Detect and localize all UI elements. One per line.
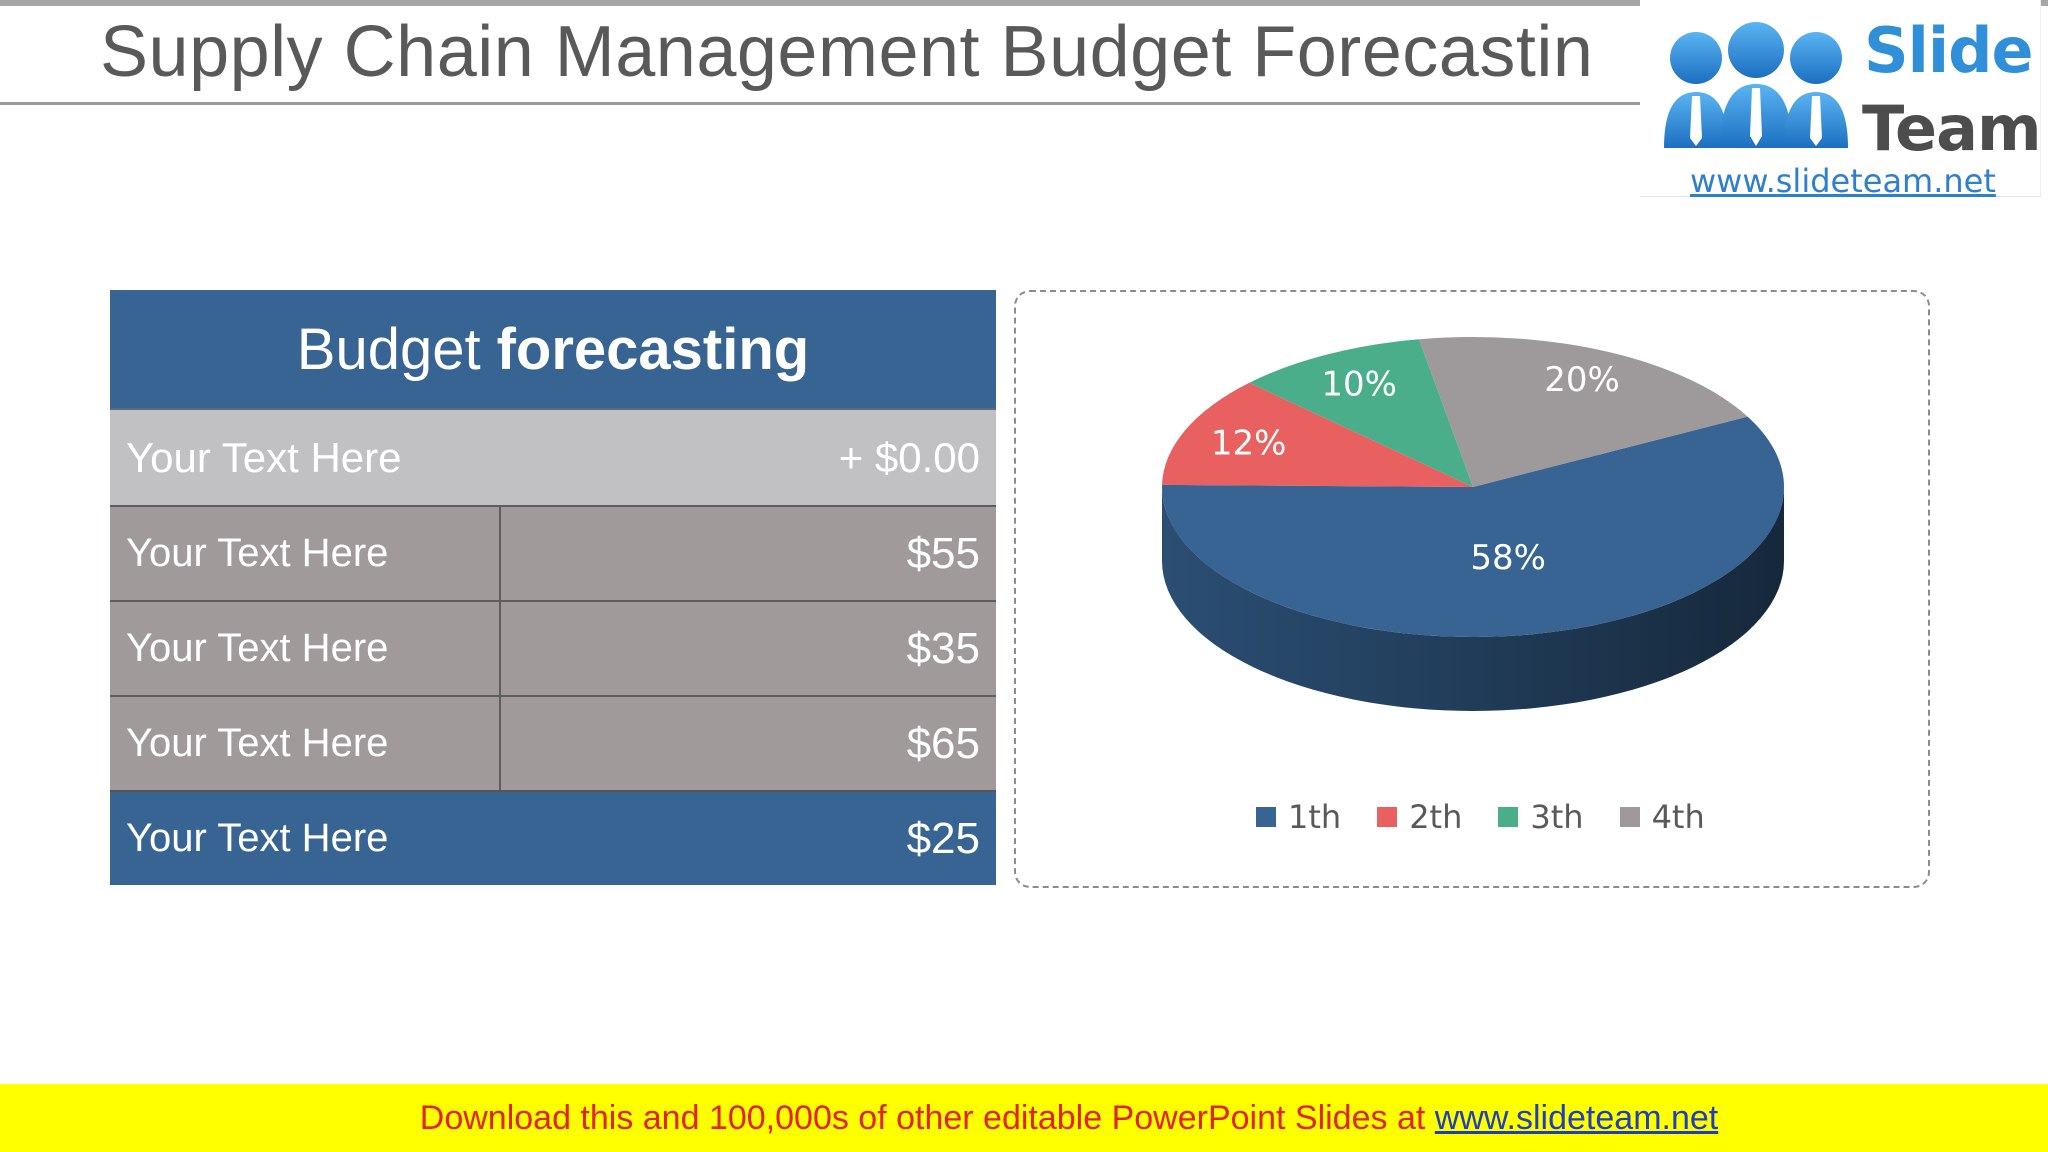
legend-label: 4th (1651, 798, 1705, 836)
row-value: $65 (906, 718, 980, 768)
table-row: Your Text Here $35 (110, 600, 996, 695)
pie-data-label: 10% (1321, 365, 1397, 405)
column-divider (499, 697, 501, 790)
table-header: Budget forecasting (110, 290, 996, 410)
legend-item: 4th (1619, 798, 1705, 836)
table-row: Your Text Here $65 (110, 695, 996, 790)
legend-swatch (1619, 807, 1640, 827)
pie-slice-1th (1161, 416, 1784, 637)
download-banner: Download this and 100,000s of other edit… (0, 1084, 2048, 1152)
legend-item: 1th (1256, 798, 1341, 836)
table-row: Your Text Here $55 (110, 505, 996, 600)
row-value: $35 (906, 623, 980, 673)
slide-title: Supply Chain Management Budget Forecasti… (100, 12, 1594, 92)
pie-slice-3th (1249, 339, 1473, 487)
legend-label: 2th (1409, 798, 1463, 836)
banner-link[interactable]: www.slideteam.net (1434, 1098, 1719, 1137)
row-label: Your Text Here (126, 433, 402, 481)
legend-label: 1th (1288, 798, 1342, 836)
banner-text: Download this and 100,000s of other edit… (330, 1099, 1718, 1138)
table-header-normal: Budget (296, 316, 481, 382)
row-value: $55 (906, 528, 980, 578)
logo-word-team: Team (1862, 92, 2042, 165)
pie-data-label: 20% (1544, 360, 1620, 400)
column-divider (499, 507, 501, 600)
table-row: Your Text Here + $0.00 (110, 410, 996, 505)
chart-frame (1014, 290, 1930, 888)
banner-message: Download this and 100,000s of other edit… (419, 1098, 1435, 1137)
pie-slice-4th (1418, 337, 1748, 487)
logo-word-slide: Slide (1864, 14, 2034, 87)
chart-legend: 1th 2th 3th 4th (1256, 795, 1741, 839)
legend-swatch (1256, 807, 1276, 827)
team-people-icon (1664, 22, 1848, 148)
table-header-bold: forecasting (496, 316, 810, 382)
row-label: Your Text Here (126, 721, 389, 765)
table-row: Your Text Here $25 (110, 790, 996, 885)
slideteam-logo[interactable]: Slide Team www.slideteam.net (1640, 0, 2042, 200)
legend-item: 3th (1498, 798, 1584, 836)
row-label: Your Text Here (126, 816, 389, 860)
pie-slice-2th (1162, 382, 1473, 487)
budget-table: Budget forecasting Your Text Here + $0.0… (110, 290, 996, 885)
legend-swatch (1498, 807, 1519, 827)
legend-swatch (1377, 807, 1398, 827)
pie-data-label: 12% (1211, 423, 1287, 463)
legend-label: 3th (1530, 798, 1584, 836)
title-underline (0, 102, 1650, 105)
pie-side-1th (1162, 487, 1784, 711)
row-value: + $0.00 (838, 433, 980, 481)
row-label: Your Text Here (126, 531, 389, 575)
row-value: $25 (906, 813, 980, 863)
top-rule (0, 0, 2048, 6)
logo-url-link[interactable]: www.slideteam.net (1690, 162, 1996, 200)
column-divider (499, 602, 501, 695)
row-label: Your Text Here (126, 626, 389, 670)
pie-data-label: 58% (1470, 538, 1546, 578)
legend-item: 2th (1377, 798, 1462, 836)
